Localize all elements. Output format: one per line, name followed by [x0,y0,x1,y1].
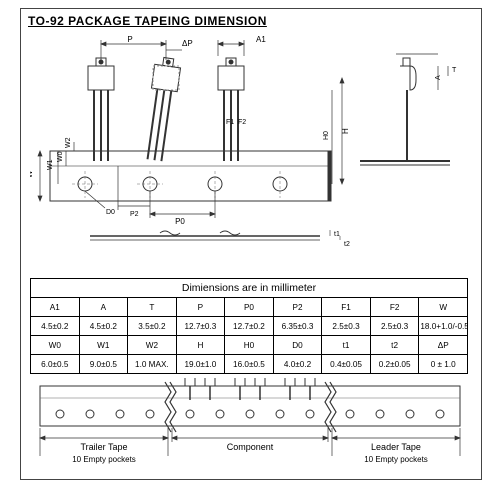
table-col-header: W2 [128,336,177,355]
dim-W0: W0 [57,151,64,162]
dim-t2: t2 [344,241,350,248]
table-col-header: ΔP [419,336,468,355]
leader-sub: 10 Empty pockets [364,455,428,464]
table-col-header: W0 [31,336,80,355]
table-col-header: T [128,298,177,317]
trailer-label: Trailer Tape [80,442,127,452]
table-col-header: D0 [273,336,322,355]
table-col-header: F2 [370,298,419,317]
table-cell: 19.0±1.0 [176,355,225,374]
table-cell: 0.4±0.05 [322,355,371,374]
leader-label: Leader Tape [371,442,421,452]
dim-F1: F1 [226,119,234,126]
tape-layout-drawing: Trailer Tape 10 Empty pockets Component … [30,378,470,468]
table-cell: 0 ± 1.0 [419,355,468,374]
table-cell: 16.0±0.5 [225,355,274,374]
table-cell: 2.5±0.3 [322,317,371,336]
table-cell: 4.5±0.2 [79,317,128,336]
table-col-header: F1 [322,298,371,317]
table-col-header: H [176,336,225,355]
dim-T: T [452,67,457,74]
table-col-header: A [79,298,128,317]
trailer-sub: 10 Empty pockets [72,455,136,464]
table-col-header: W [419,298,468,317]
table-cell: 6.35±0.3 [273,317,322,336]
table-cell: 4.5±0.2 [31,317,80,336]
main-drawing: P ΔP A1 W W1 W0 W2 P0 P2 D0 H H0 F1 F2 A… [30,36,470,246]
table-cell: 1.0 MAX. [128,355,177,374]
dim-P2: P2 [130,211,139,218]
page-title: TO-92 PACKAGE TAPEING DIMENSION [28,14,267,28]
table-header: Dimiensions are in millimeter [31,279,468,298]
table-cell: 18.0+1.0/-0.5 [419,317,468,336]
table-cell: 6.0±0.5 [31,355,80,374]
table-col-header: P0 [225,298,274,317]
table-cell: 4.0±0.2 [273,355,322,374]
table-col-header: P [176,298,225,317]
dim-A1: A1 [256,36,266,44]
dim-t1: t1 [334,231,340,238]
table-col-header: A1 [31,298,80,317]
dim-W1: W1 [47,159,54,170]
table-col-header: P2 [273,298,322,317]
dim-H0: H0 [323,131,330,140]
dim-D0: D0 [106,209,115,216]
table-col-header: t2 [370,336,419,355]
table-col-header: H0 [225,336,274,355]
dim-P0: P0 [175,217,185,226]
dim-dP: ΔP [182,39,193,48]
table-cell: 12.7±0.2 [225,317,274,336]
table-cell: 2.5±0.3 [370,317,419,336]
dim-W: W [30,170,34,178]
table-cell: 3.5±0.2 [128,317,177,336]
dim-W2: W2 [65,137,72,148]
dim-H: H [341,128,350,134]
component-label: Component [227,442,274,452]
table-cell: 0.2±0.05 [370,355,419,374]
table-col-header: W1 [79,336,128,355]
dim-F2: F2 [238,119,246,126]
table-col-header: t1 [322,336,371,355]
table-cell: 9.0±0.5 [79,355,128,374]
dim-P: P [127,36,132,44]
dimensions-table: Dimiensions are in millimeter A1ATPP0P2F… [30,278,468,374]
dim-A: A [435,75,442,80]
table-cell: 12.7±0.3 [176,317,225,336]
